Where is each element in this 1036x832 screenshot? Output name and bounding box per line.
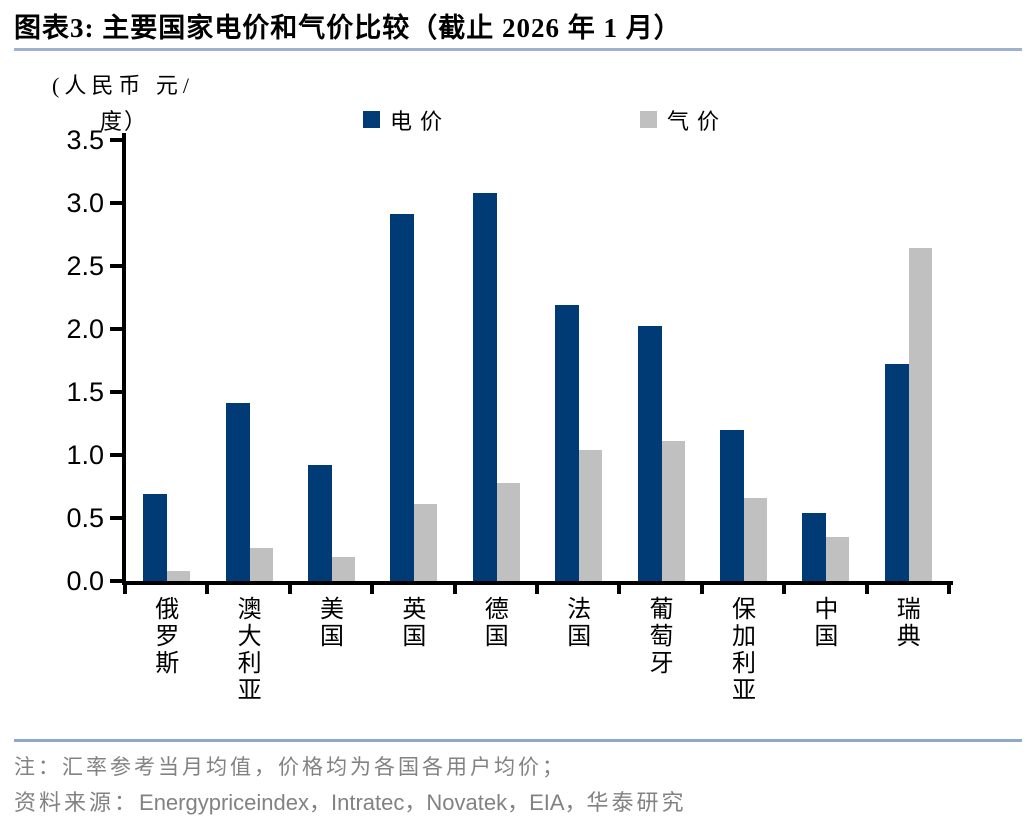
bar-electricity-1 — [143, 494, 168, 581]
bar-electricity-5 — [472, 193, 497, 581]
y-axis-tick-mark — [110, 390, 122, 394]
x-axis-label: 瑞 典 — [896, 597, 921, 650]
bar-gas-7 — [661, 441, 685, 581]
y-axis-tick-label: 2.0 — [66, 314, 104, 344]
x-axis-label: 英 国 — [402, 597, 427, 650]
chart-note: 注：汇率参考当月均值，价格均为各国各用户均价； — [14, 755, 566, 779]
bar-electricity-7 — [637, 326, 662, 581]
y-axis-tick-label: 0.0 — [66, 566, 104, 596]
y-axis-tick-mark — [110, 264, 122, 268]
y-axis-tick-label: 3.0 — [66, 188, 104, 218]
y-axis-tick-mark — [110, 138, 122, 142]
x-axis-tick-mark — [452, 585, 457, 594]
x-axis-tick-mark — [535, 585, 539, 594]
x-axis-label: 法 国 — [567, 597, 592, 650]
source-prefix: 资料来源： — [14, 790, 140, 815]
chart-source: 资料来源：Energypriceindex，Intratec，Novatek，E… — [14, 785, 687, 817]
x-axis-tick-mark — [123, 585, 127, 594]
source-list: Energypriceindex，Intratec，Novatek，EIA， — [139, 790, 587, 815]
x-axis-tick-mark — [864, 585, 869, 594]
y-axis-tick-label: 2.5 — [66, 251, 104, 281]
bar-gas-6 — [579, 450, 603, 581]
bar-electricity-9 — [802, 513, 827, 581]
x-axis-tick-mark — [782, 585, 787, 594]
bar-gas-5 — [496, 483, 520, 581]
y-axis-line — [122, 133, 126, 585]
chart-title: 图表3: 主要国家电价和气价比较（截止 2026 年 1 月） — [14, 13, 682, 43]
bar-gas-2 — [249, 548, 273, 581]
legend-label-gas: 气价 — [667, 109, 728, 134]
footer-divider — [14, 739, 1022, 742]
legend-swatch-electricity — [363, 111, 380, 128]
bar-gas-8 — [744, 498, 767, 581]
bar-gas-4 — [414, 504, 438, 581]
y-axis-tick-label: 1.5 — [66, 377, 104, 407]
source-suffix: 华泰研究 — [586, 790, 687, 815]
y-axis-tick-mark — [110, 327, 122, 331]
x-axis-label: 俄 罗 斯 — [155, 597, 180, 677]
y-axis-tick-label: 1.0 — [66, 440, 104, 470]
x-axis-tick-mark — [287, 585, 292, 594]
x-axis-label: 澳 大 利 亚 — [237, 597, 262, 704]
x-axis-tick-mark — [947, 585, 951, 594]
bar-gas-10 — [908, 248, 932, 581]
x-axis-label: 德 国 — [484, 597, 509, 650]
title-divider — [14, 48, 1022, 51]
x-axis-label: 中 国 — [814, 597, 839, 650]
x-axis-tick-mark — [617, 585, 622, 594]
bar-electricity-10 — [884, 364, 909, 581]
bar-electricity-4 — [390, 214, 415, 581]
bar-gas-9 — [826, 537, 850, 581]
y-axis-tick-mark — [110, 201, 122, 205]
x-axis-line — [122, 581, 953, 585]
y-axis-tick-mark — [110, 453, 122, 457]
x-axis-label: 保 加 利 亚 — [732, 597, 756, 704]
y-axis-unit-label-line1: (人民币 元/ — [52, 73, 194, 98]
y-axis-unit-label-line2: 度） — [100, 109, 149, 134]
bar-electricity-8 — [720, 430, 744, 581]
x-axis-tick-mark — [370, 585, 375, 594]
y-axis-tick-label: 0.5 — [66, 503, 104, 533]
legend-swatch-gas — [640, 111, 657, 128]
bar-electricity-2 — [225, 403, 250, 581]
bar-gas-1 — [167, 571, 191, 581]
legend-label-electricity: 电价 — [390, 109, 451, 134]
x-axis-label: 美 国 — [320, 597, 344, 650]
x-axis-label: 葡 萄 牙 — [649, 597, 674, 677]
y-axis-tick-mark — [110, 579, 122, 583]
x-axis-tick-mark — [699, 585, 704, 594]
bar-electricity-3 — [308, 465, 332, 581]
y-axis-tick-mark — [110, 516, 122, 520]
y-axis-tick-label: 3.5 — [66, 125, 104, 155]
x-axis-tick-mark — [205, 585, 210, 594]
bar-electricity-6 — [555, 305, 580, 581]
bar-gas-3 — [332, 557, 355, 581]
